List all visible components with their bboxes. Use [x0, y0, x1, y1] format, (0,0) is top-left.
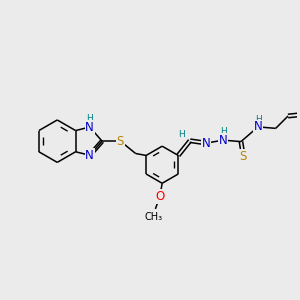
Text: N: N	[254, 120, 262, 134]
Text: S: S	[240, 150, 247, 163]
Text: N: N	[219, 134, 228, 147]
Text: H: H	[220, 128, 227, 136]
Text: N: N	[85, 121, 94, 134]
Text: N: N	[202, 136, 211, 150]
Text: CH₃: CH₃	[145, 212, 163, 222]
Text: H: H	[255, 115, 262, 124]
Text: H: H	[86, 114, 93, 123]
Text: S: S	[117, 135, 124, 148]
Text: N: N	[85, 149, 94, 162]
Text: O: O	[155, 190, 164, 203]
Text: H: H	[178, 130, 184, 139]
